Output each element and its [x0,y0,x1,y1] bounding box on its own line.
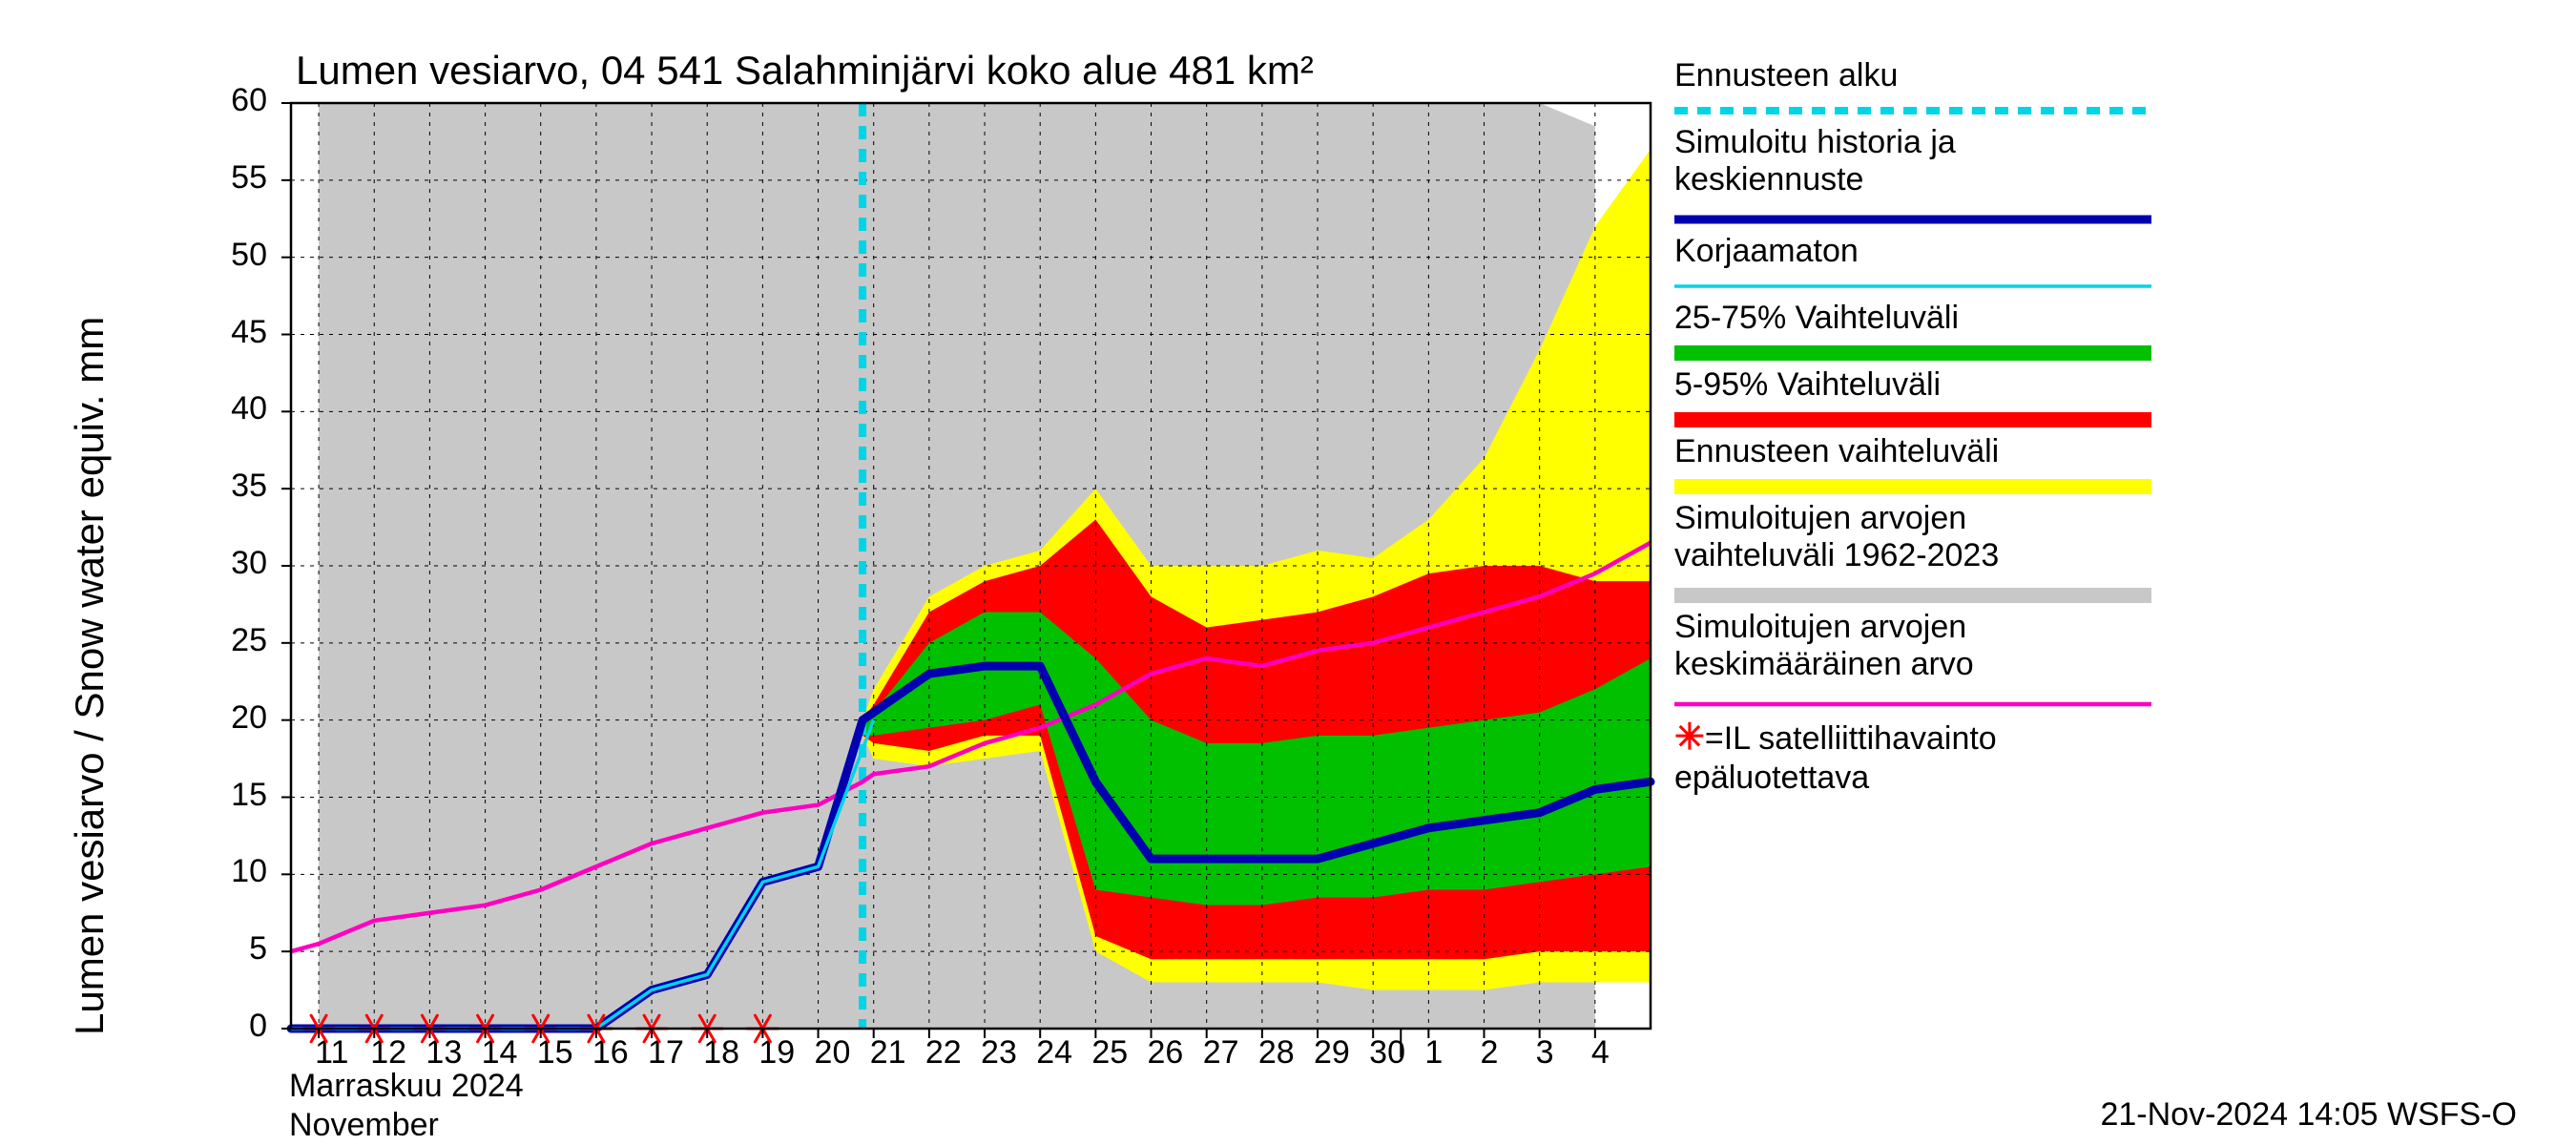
legend-label: 5-95% Vaihteluväli [1674,366,2151,404]
legend-swatch [1674,695,2151,714]
legend-label: ✳=IL satelliittihavaintoepäluotettava [1674,718,2151,797]
legend-swatch [1674,586,2151,605]
legend-swatch [1674,410,2151,429]
legend-label: Simuloitu historia jakeskiennuste [1674,124,2151,198]
legend-label: Ennusteen alku [1674,57,2151,94]
legend-label: Ennusteen vaihteluväli [1674,433,2151,470]
legend-swatch [1674,344,2151,363]
legend-label: Korjaamaton [1674,233,2151,270]
page: Lumen vesiarvo, 04 541 Salahminjärvi kok… [0,0,2576,1145]
legend-label: Simuloitujen arvojenkeskimääräinen arvo [1674,609,2151,683]
legend-label: Simuloitujen arvojenvaihteluväli 1962-20… [1674,500,2151,574]
legend-swatch [1674,277,2151,296]
star-icon: ✳ [1674,718,1705,758]
legend-swatch [1674,210,2151,229]
legend-swatch [1674,101,2151,120]
legend-label: 25-75% Vaihteluväli [1674,300,2151,337]
chart-plot [0,0,2576,1145]
legend-swatch [1674,477,2151,496]
